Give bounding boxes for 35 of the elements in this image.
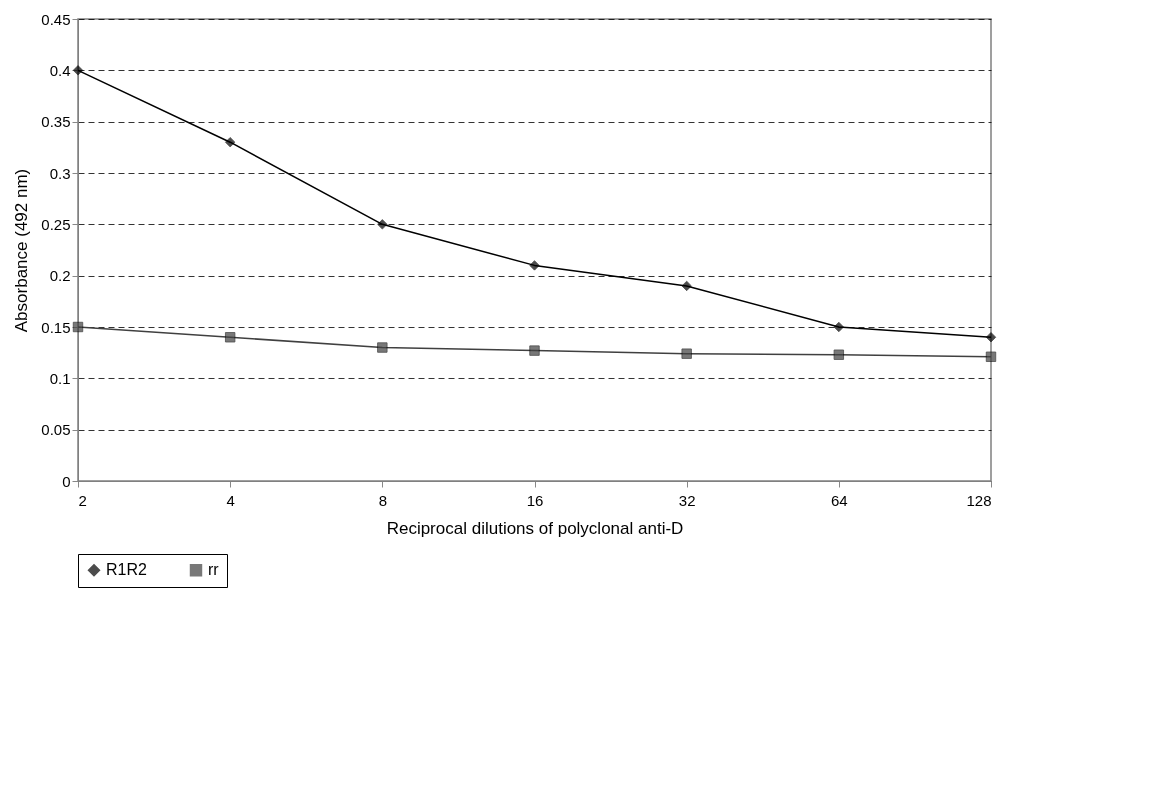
point bbox=[833, 349, 844, 360]
x-axis-title: Reciprocal dilutions of polyclonal anti-D bbox=[386, 518, 684, 538]
point bbox=[377, 342, 388, 353]
point bbox=[529, 260, 540, 271]
y-tick-label: 0 bbox=[62, 472, 71, 490]
point bbox=[225, 332, 236, 343]
y-tick-label: 0.35 bbox=[41, 113, 71, 131]
x-tick-label: 4 bbox=[226, 491, 235, 509]
y-tick-label: 0.1 bbox=[49, 369, 71, 387]
point bbox=[681, 348, 692, 359]
y-tick-label: 0.4 bbox=[49, 61, 71, 79]
y-tick-label: 0.3 bbox=[49, 164, 71, 182]
point bbox=[72, 321, 84, 333]
point bbox=[72, 65, 84, 76]
point bbox=[225, 137, 236, 148]
x-tick-label: 64 bbox=[830, 491, 848, 509]
y-tick-label: 0.2 bbox=[49, 267, 71, 285]
legend-label: R1R2 bbox=[106, 561, 148, 579]
point bbox=[681, 280, 692, 292]
x-tick-label: 32 bbox=[678, 491, 696, 509]
y-axis-title: Absorbance (492 nm) bbox=[12, 168, 32, 333]
point bbox=[377, 219, 388, 230]
x-tick-label: 128 bbox=[966, 491, 992, 509]
y-tick-label: 0.15 bbox=[41, 318, 71, 336]
point bbox=[985, 351, 997, 362]
point bbox=[833, 321, 844, 333]
y-tick-label: 0.25 bbox=[41, 215, 71, 233]
x-tick-label: 2 bbox=[78, 491, 87, 509]
point bbox=[529, 345, 540, 356]
x-tick-label: 16 bbox=[526, 491, 544, 509]
y-tick-label: 0.45 bbox=[41, 10, 71, 28]
x-tick-label: 8 bbox=[378, 491, 388, 509]
legend-label: rr bbox=[208, 561, 220, 579]
point bbox=[985, 332, 997, 343]
y-tick-label: 0.05 bbox=[41, 421, 71, 439]
